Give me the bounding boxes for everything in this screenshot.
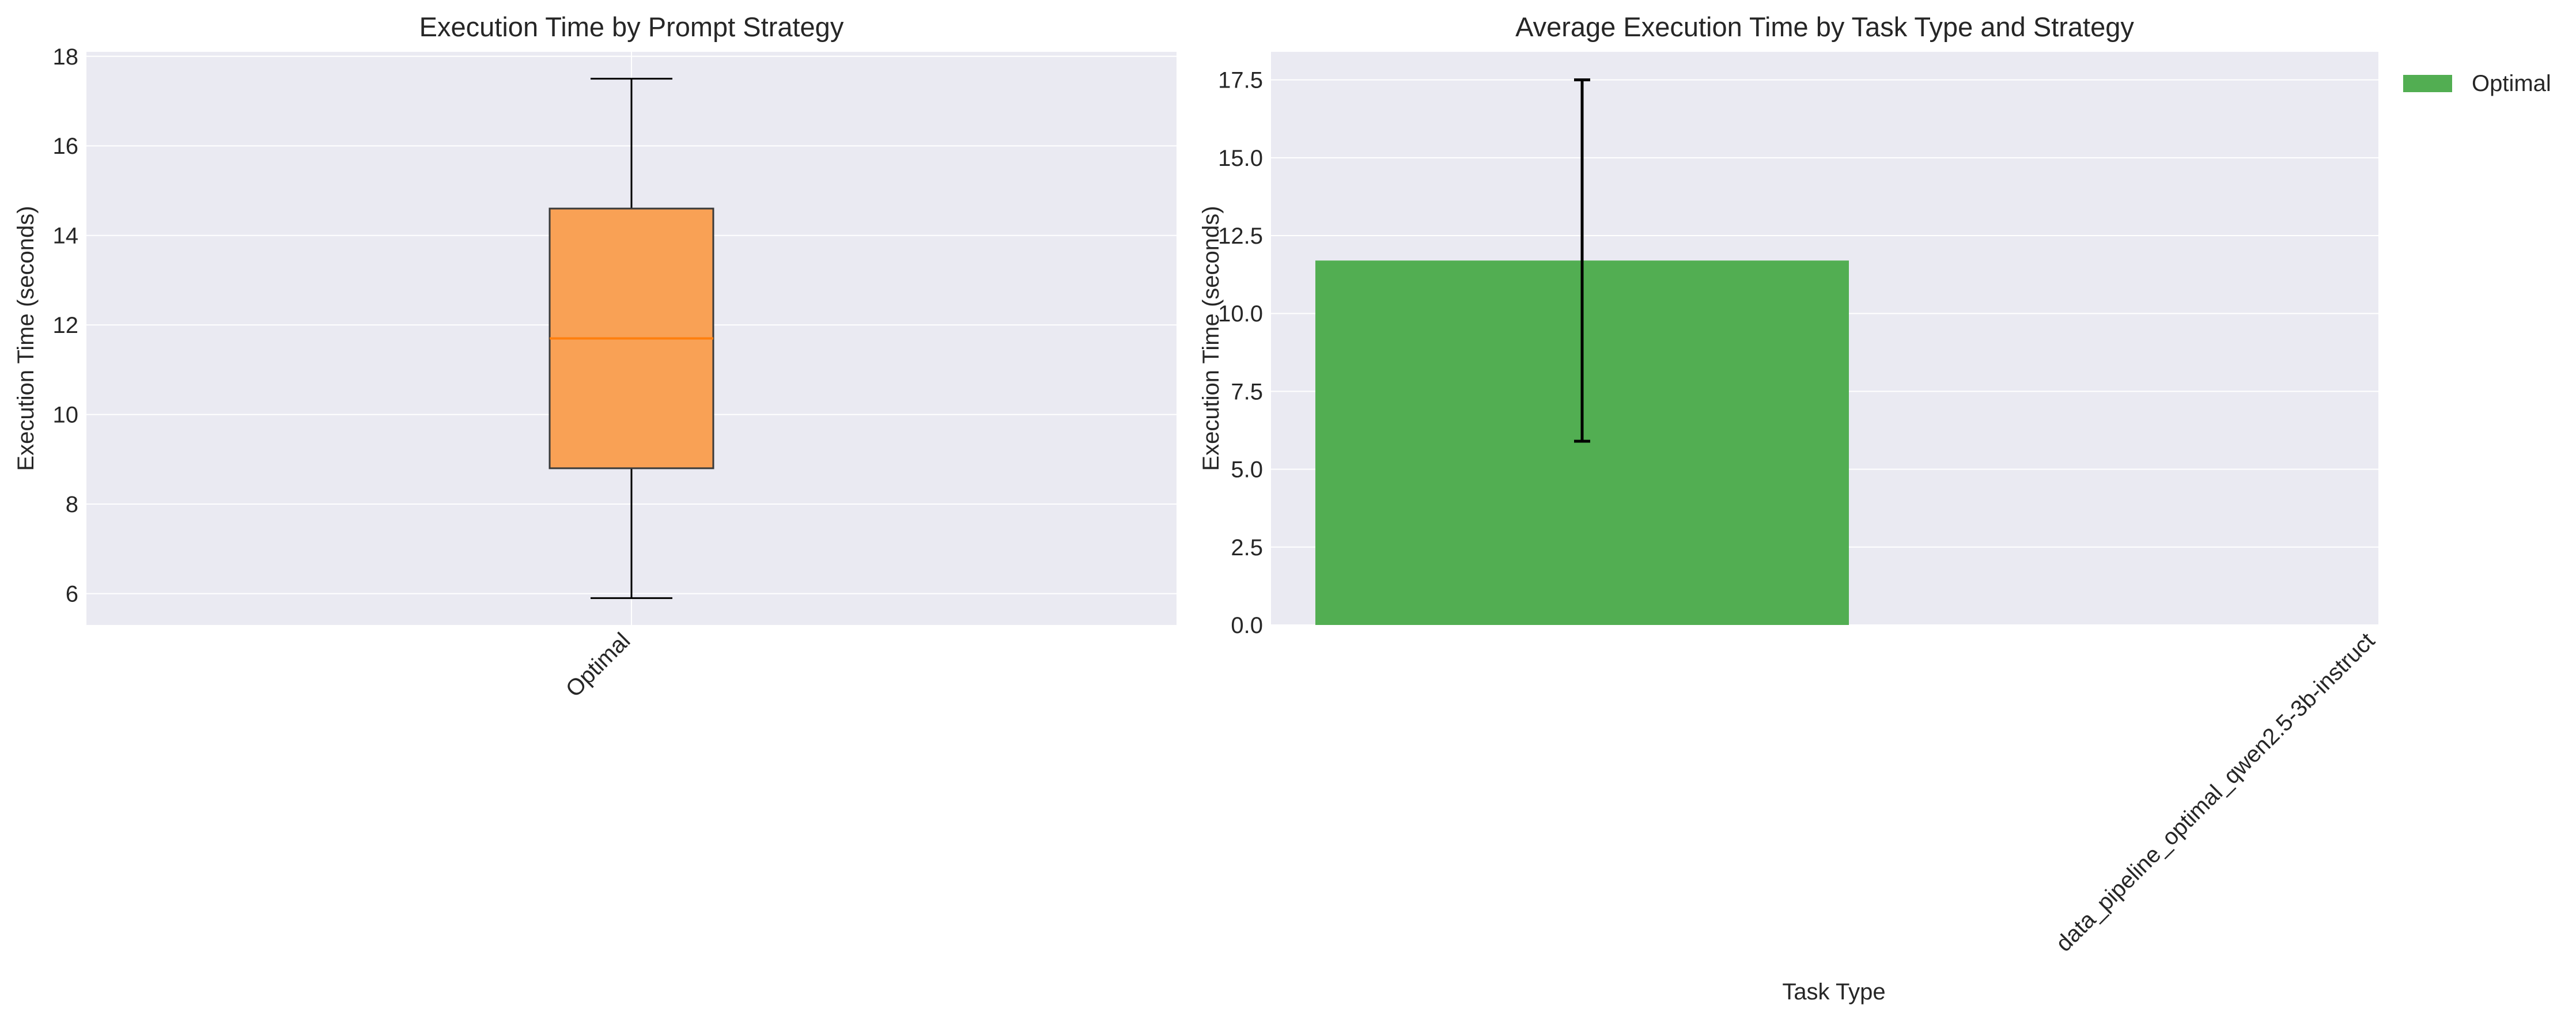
box-plot-y-tick-labels: 6 8 10 12 14 16 18 (53, 44, 79, 607)
y-tick-label: 5.0 (1231, 457, 1263, 483)
y-tick-label: 18 (53, 44, 79, 70)
bar-chart-x-tick-labels: data_pipeline_optimal_qwen2.5-3b-instruc… (2051, 628, 2380, 956)
box-plot-x-tick-labels: Optimal (561, 628, 636, 702)
y-tick-label: 8 (66, 492, 78, 517)
box-plot-y-axis-label: Execution Time (seconds) (13, 206, 39, 471)
y-tick-label: 16 (53, 134, 79, 159)
legend-swatch-optimal (2403, 75, 2452, 92)
x-tick-label: data_pipeline_optimal_qwen2.5-3b-instruc… (2051, 628, 2380, 956)
box-plot-panel: 6 8 10 12 14 16 18 Optimal Execution Time by P… (13, 12, 1177, 702)
y-tick-label: 15.0 (1218, 146, 1263, 171)
y-tick-label: 17.5 (1218, 68, 1263, 93)
box-plot-title: Execution Time by Prompt Strategy (419, 12, 844, 42)
bar-chart-x-axis-label: Task Type (1782, 979, 1885, 1005)
x-tick-label: Optimal (561, 628, 636, 702)
bar-chart-panel: 0.0 2.5 5.0 7.5 10.0 12.5 15.0 17.5 data_pipeli… (1198, 12, 2551, 1005)
bar-chart-y-tick-labels: 0.0 2.5 5.0 7.5 10.0 12.5 15.0 17.5 (1218, 68, 1263, 638)
legend: Optimal (2403, 71, 2551, 96)
legend-label-optimal: Optimal (2472, 71, 2551, 96)
y-tick-label: 10 (53, 403, 79, 428)
y-tick-label: 12.5 (1218, 223, 1263, 249)
y-tick-label: 10.0 (1218, 301, 1263, 327)
y-tick-label: 2.5 (1231, 535, 1263, 560)
y-tick-label: 6 (66, 582, 78, 607)
y-tick-label: 7.5 (1231, 379, 1263, 404)
y-tick-label: 12 (53, 313, 79, 338)
bar-chart-bars (1315, 78, 1849, 625)
y-tick-label: 0.0 (1231, 613, 1263, 638)
y-tick-label: 14 (53, 223, 79, 249)
bar-chart-y-axis-label: Execution Time (seconds) (1198, 206, 1224, 471)
box-plot-boxes (549, 78, 714, 599)
bar-chart-title: Average Execution Time by Task Type and … (1515, 12, 2134, 42)
